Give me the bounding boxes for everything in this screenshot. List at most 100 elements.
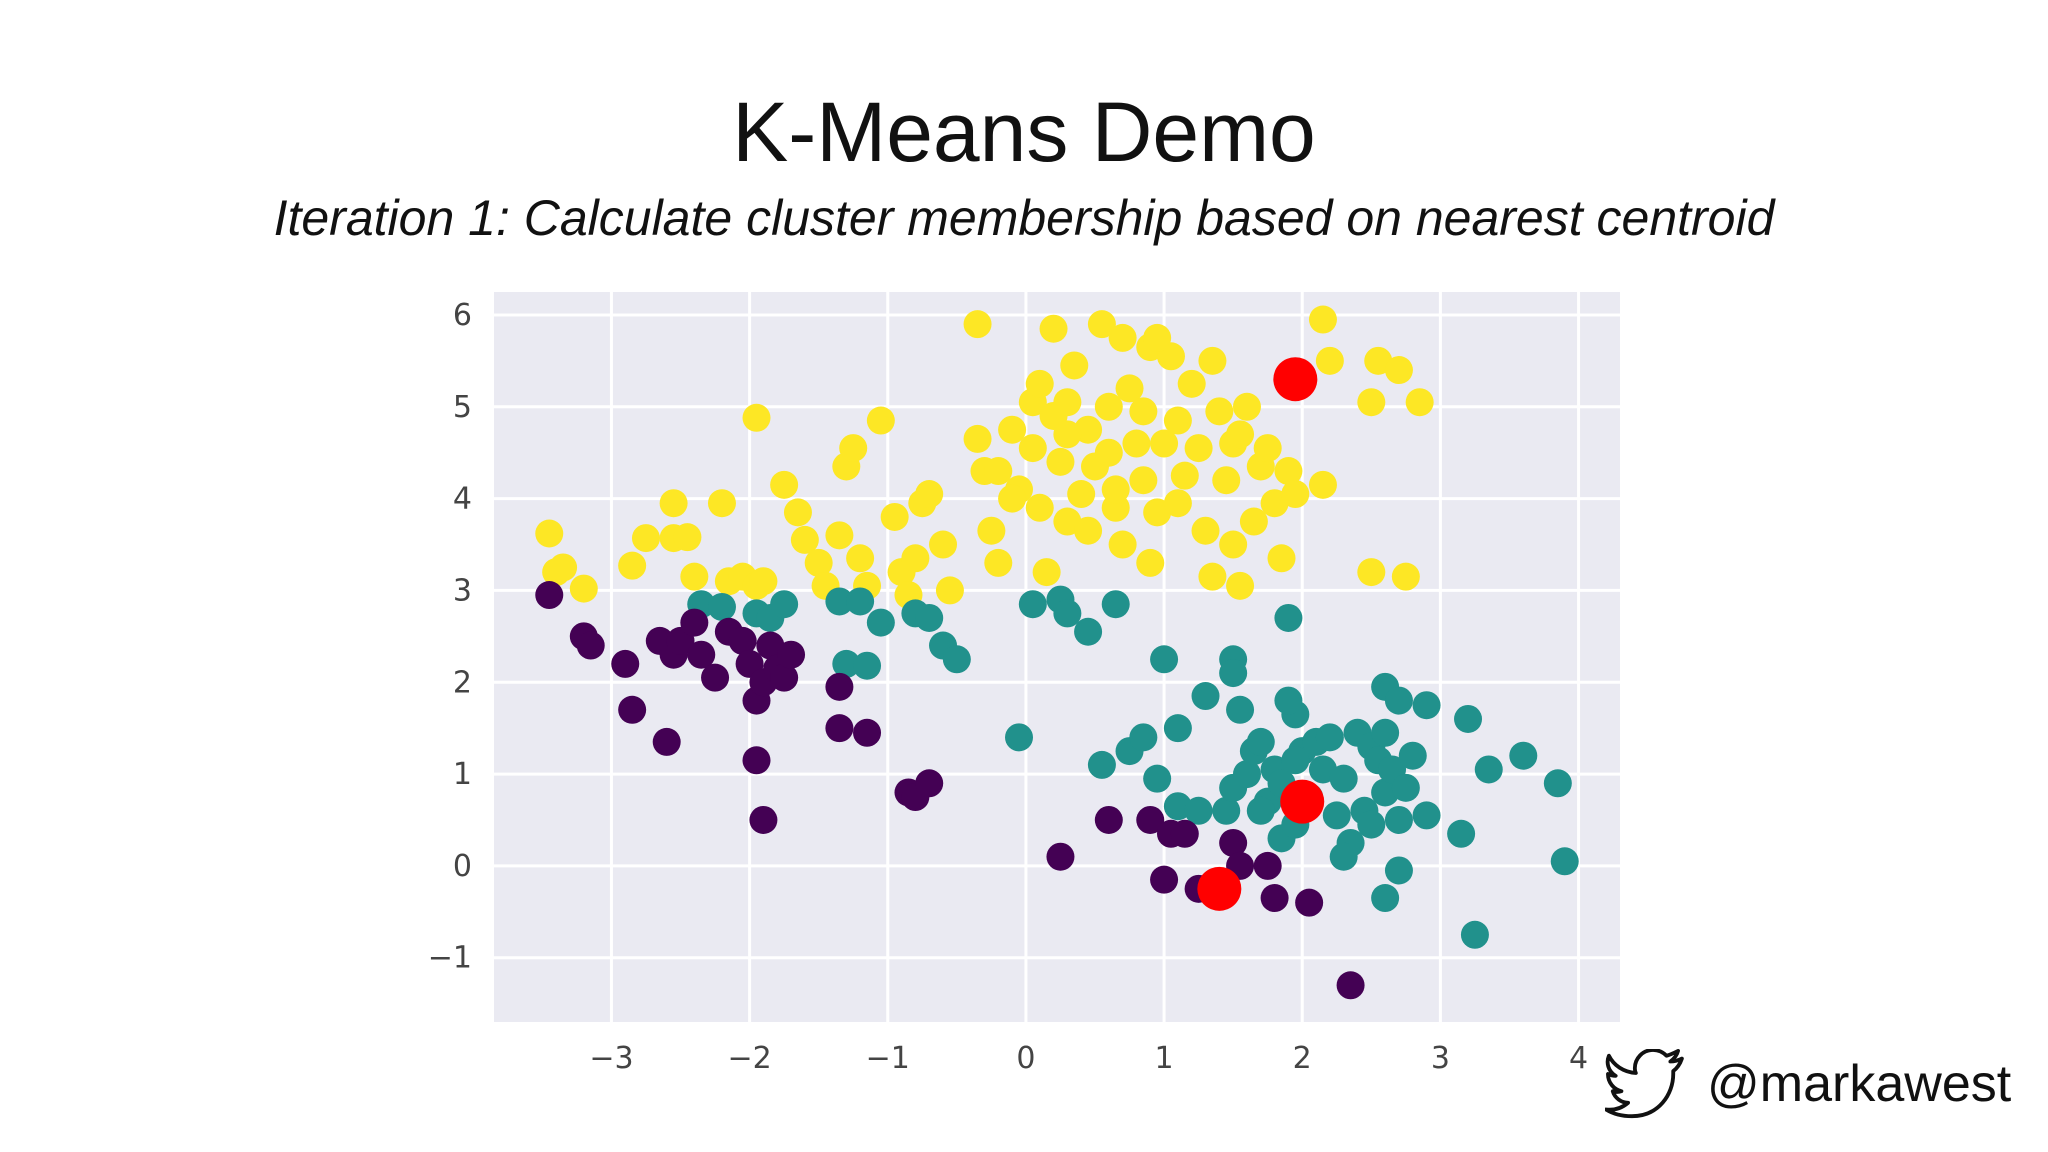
data-point	[1509, 741, 1538, 770]
data-point	[1087, 750, 1116, 779]
data-point	[1108, 530, 1137, 559]
data-point	[1281, 746, 1310, 775]
data-point	[701, 663, 730, 692]
data-point	[1260, 884, 1289, 913]
data-point	[1170, 819, 1199, 848]
data-point	[825, 521, 854, 550]
data-point	[929, 530, 958, 559]
data-point	[846, 544, 875, 573]
data-point	[659, 489, 688, 518]
data-point	[1267, 544, 1296, 573]
data-point	[1191, 682, 1220, 711]
centroid-point	[1197, 866, 1242, 911]
y-tick-label: 2	[453, 665, 472, 700]
data-point	[1053, 599, 1082, 628]
data-point	[1005, 723, 1034, 752]
data-point	[783, 498, 812, 527]
data-point	[1308, 470, 1337, 499]
y-tick-label: 1	[453, 757, 472, 792]
data-point	[1163, 406, 1192, 435]
data-point	[825, 587, 854, 616]
data-point	[1454, 704, 1483, 733]
data-point	[1046, 447, 1075, 476]
data-point	[1046, 842, 1075, 871]
data-point	[998, 484, 1027, 513]
data-point	[1143, 764, 1172, 793]
y-tick-label: 3	[453, 573, 472, 608]
data-point	[1246, 796, 1275, 825]
data-point	[1543, 769, 1572, 798]
data-point	[866, 406, 895, 435]
data-point	[1163, 714, 1192, 743]
data-point	[673, 523, 702, 552]
data-point	[915, 769, 944, 798]
data-point	[1336, 971, 1365, 1000]
data-point	[1357, 388, 1386, 417]
data-point	[1232, 392, 1261, 421]
data-point	[1219, 828, 1248, 857]
data-point	[963, 424, 992, 453]
data-point	[576, 631, 605, 660]
data-point	[804, 548, 833, 577]
data-point	[1067, 480, 1096, 509]
data-point	[611, 649, 640, 678]
data-point	[1198, 562, 1227, 591]
x-tick-label: −3	[589, 1041, 633, 1076]
data-point	[1405, 388, 1434, 417]
centroid-point	[1280, 779, 1325, 824]
data-point	[825, 672, 854, 701]
slide-title: K-Means Demo	[732, 85, 1316, 179]
data-point	[1412, 801, 1441, 830]
data-point	[935, 576, 964, 605]
data-point	[1101, 590, 1130, 619]
data-point	[1115, 374, 1144, 403]
data-point	[652, 727, 681, 756]
data-point	[1219, 659, 1248, 688]
data-point	[984, 457, 1013, 486]
data-point	[1253, 851, 1282, 880]
data-point	[618, 551, 647, 580]
data-point	[984, 548, 1013, 577]
data-point	[1447, 819, 1476, 848]
data-point	[770, 470, 799, 499]
data-point	[535, 519, 564, 548]
data-point	[1384, 805, 1413, 834]
centroid-point	[1273, 357, 1318, 402]
data-point	[1371, 884, 1400, 913]
data-point	[853, 651, 882, 680]
x-tick-label: 4	[1569, 1041, 1588, 1076]
data-point	[1239, 507, 1268, 536]
data-point	[770, 590, 799, 619]
data-point	[749, 567, 778, 596]
data-point	[1094, 805, 1123, 834]
data-point	[1143, 323, 1172, 352]
data-point	[1412, 691, 1441, 720]
data-point	[707, 592, 736, 621]
data-point	[1329, 842, 1358, 871]
data-point	[832, 649, 861, 678]
data-point	[1315, 346, 1344, 375]
data-point	[1460, 920, 1489, 949]
data-point	[1281, 480, 1310, 509]
data-point	[1177, 369, 1206, 398]
data-point	[1074, 516, 1103, 545]
data-point	[1550, 847, 1579, 876]
data-point	[1184, 796, 1213, 825]
data-point	[1212, 796, 1241, 825]
data-point	[1039, 314, 1068, 343]
x-tick-label: 3	[1431, 1041, 1450, 1076]
data-point	[1357, 558, 1386, 587]
data-point	[1384, 856, 1413, 885]
data-point	[742, 746, 771, 775]
data-point	[880, 502, 909, 531]
data-point	[1122, 429, 1151, 458]
data-point	[1212, 466, 1241, 495]
y-tick-label: 4	[453, 482, 472, 517]
x-tick-label: −1	[866, 1041, 910, 1076]
data-point	[1308, 305, 1337, 334]
data-point	[1384, 356, 1413, 385]
data-point	[1129, 466, 1158, 495]
data-point	[1226, 695, 1255, 724]
data-point	[915, 480, 944, 509]
